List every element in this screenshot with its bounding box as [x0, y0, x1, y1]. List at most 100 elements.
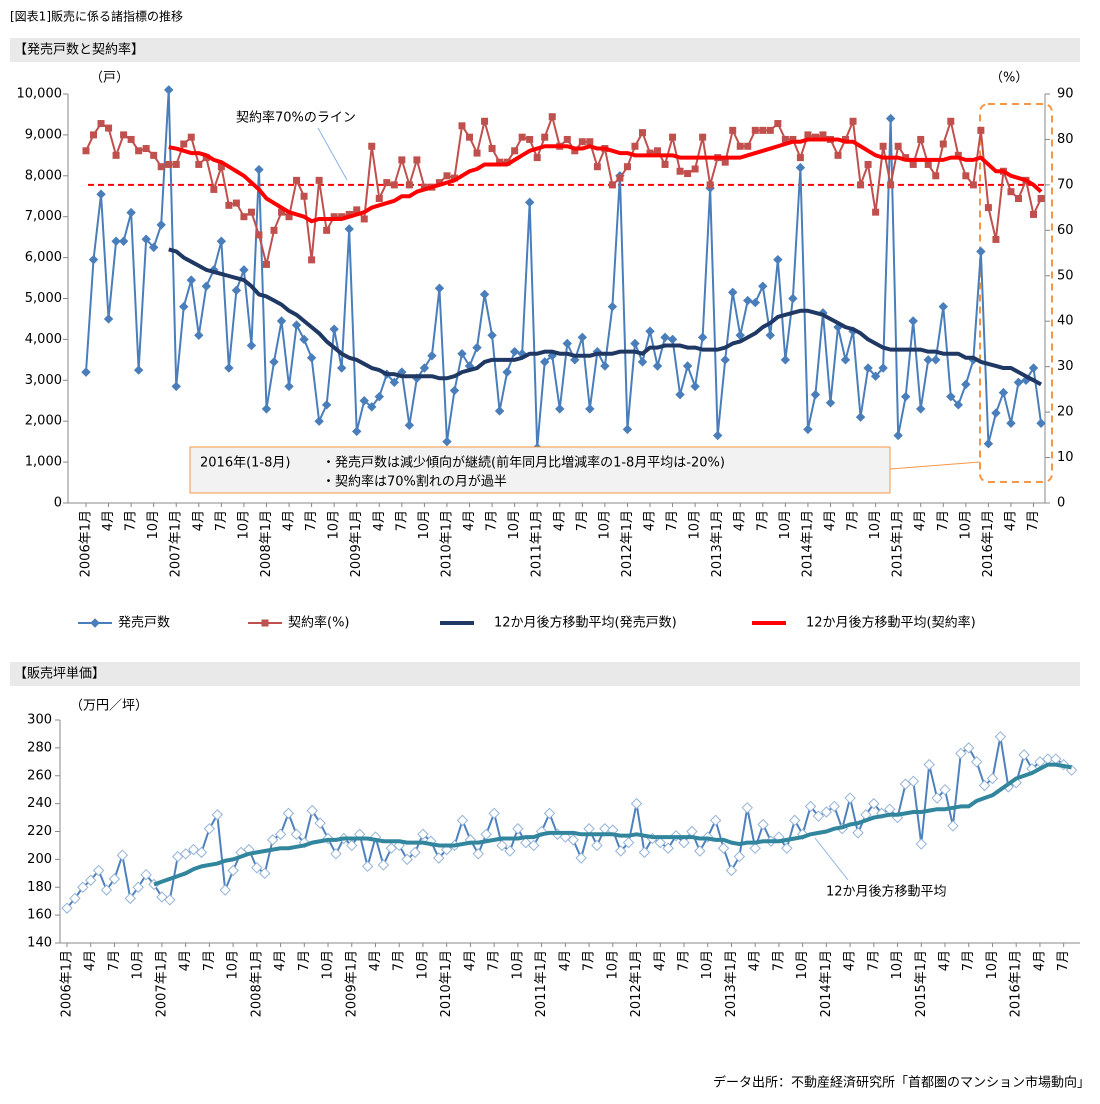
marker — [232, 199, 240, 207]
marker — [1030, 210, 1038, 218]
marker — [434, 283, 445, 293]
marker — [409, 846, 421, 859]
x-tick-label: 4月 — [558, 950, 573, 971]
x-tick-label: 4月 — [843, 950, 858, 971]
marker — [300, 192, 308, 200]
marker — [863, 363, 873, 373]
x-tick-label: 10月 — [417, 510, 432, 540]
x-tick-label: 7月 — [755, 510, 770, 531]
marker — [885, 113, 896, 124]
marker — [870, 371, 881, 381]
marker — [479, 289, 490, 300]
marker — [684, 170, 692, 178]
marker — [586, 138, 594, 146]
x-tick-label: 7月 — [304, 510, 319, 531]
marker — [669, 133, 677, 141]
marker — [652, 361, 663, 371]
y-tick-label: 10,000 — [17, 87, 63, 102]
y-axis-label: （戸） — [90, 71, 129, 86]
x-tick-label: 4月 — [178, 950, 193, 971]
marker — [984, 204, 992, 212]
x-tick-label: 4月 — [462, 510, 477, 531]
y2-tick-label: 20 — [1057, 405, 1074, 420]
marker — [864, 160, 872, 168]
marker — [527, 839, 540, 852]
x-tick-label: 10月 — [146, 510, 161, 540]
marker — [458, 122, 466, 130]
x-tick-label: 7月 — [771, 950, 786, 971]
marker — [961, 379, 971, 390]
marker — [511, 147, 519, 155]
marker — [82, 147, 90, 155]
marker — [96, 189, 106, 199]
marker — [466, 133, 474, 141]
x-tick-label: 7月 — [582, 950, 597, 971]
marker — [299, 334, 309, 345]
marker — [622, 836, 635, 849]
x-tick-label: 10月 — [510, 950, 525, 980]
marker — [346, 839, 358, 852]
marker — [894, 142, 902, 150]
x-tick-label: 4月 — [748, 950, 763, 971]
marker — [405, 181, 413, 189]
marker — [171, 381, 181, 392]
marker — [276, 316, 287, 326]
marker — [562, 338, 572, 349]
y-tick-label: 9,000 — [25, 127, 62, 142]
x-tick-label: 10月 — [415, 950, 430, 980]
marker — [251, 862, 263, 874]
source: データ出所：不動産経済研究所「首都圏のマンション市場動向」 — [713, 1075, 1090, 1091]
marker — [555, 404, 565, 414]
x-tick-label: 2007年1月 — [154, 950, 169, 1017]
marker — [750, 297, 760, 308]
marker — [721, 158, 729, 166]
marker — [261, 404, 272, 414]
x-tick-label: 10月 — [778, 510, 793, 540]
marker — [112, 151, 120, 159]
x-tick-label: 10月 — [597, 510, 612, 540]
x-tick-label: 7月 — [394, 510, 409, 531]
marker — [488, 807, 500, 820]
marker — [819, 131, 827, 139]
y2-tick-label: 40 — [1057, 314, 1074, 329]
marker — [699, 133, 707, 141]
reference-label: 契約率70%のライン — [236, 110, 356, 126]
x-tick-label: 7月 — [392, 950, 407, 971]
marker — [938, 301, 948, 312]
marker — [976, 246, 986, 257]
marker — [211, 809, 223, 821]
marker — [216, 236, 227, 246]
marker — [575, 852, 587, 864]
marker — [939, 140, 947, 148]
y-tick-label: 300 — [27, 713, 52, 728]
marker — [631, 142, 639, 150]
marker — [825, 398, 836, 408]
y2-tick-label: 70 — [1057, 177, 1074, 192]
marker — [900, 391, 911, 402]
marker — [274, 828, 287, 840]
annotation-text: 2016年(1-8月) — [200, 456, 290, 471]
marker — [893, 430, 903, 441]
marker — [654, 147, 662, 155]
x-tick-label: 10月 — [605, 950, 620, 980]
marker — [868, 797, 880, 810]
marker — [645, 326, 655, 336]
x-tick-label: 2009年1月 — [349, 510, 364, 577]
marker — [654, 836, 666, 849]
marker — [717, 842, 730, 854]
x-tick-label: 2008年1月 — [259, 510, 274, 577]
y-tick-label: 240 — [27, 796, 52, 811]
marker — [330, 848, 342, 860]
marker — [781, 842, 793, 854]
x-tick-label: 2010年1月 — [439, 950, 454, 1017]
x-tick-label: 4月 — [273, 950, 288, 971]
marker — [261, 619, 269, 627]
marker — [92, 864, 105, 877]
marker — [433, 852, 445, 864]
marker — [931, 792, 943, 804]
chart-title: 【販売坪単価】 — [14, 666, 105, 682]
marker — [108, 873, 121, 885]
marker — [512, 823, 524, 835]
marker — [849, 117, 857, 125]
